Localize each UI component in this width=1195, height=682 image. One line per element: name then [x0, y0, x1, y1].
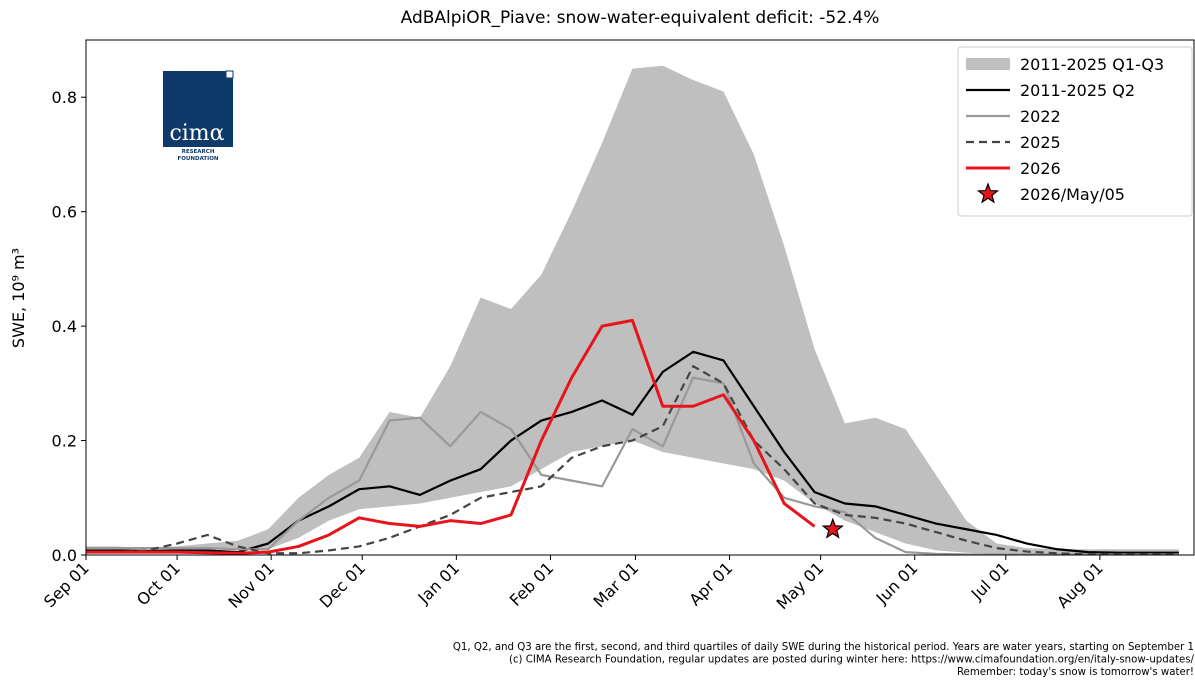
series-line	[86, 318, 816, 555]
footnote: Q1, Q2, and Q3 are the first, second, an…	[453, 642, 1194, 653]
quartile-band	[86, 65, 1179, 555]
y-tick-label: 0.2	[52, 432, 77, 451]
legend-swatch	[976, 182, 1000, 204]
x-tick-label: Oct 01	[133, 558, 184, 609]
x-tick-label: Jun 01	[872, 558, 922, 608]
x-tick-label: Jan 01	[414, 558, 464, 608]
y-axis-label: SWE, 10⁹ m³	[9, 248, 28, 348]
x-tick-label: Mar 01	[589, 558, 642, 611]
footnote: Remember: today's snow is tomorrow's wat…	[957, 667, 1194, 678]
logo-sub: FOUNDATION	[178, 156, 219, 162]
legend: 2011-2025 Q1-Q3 2011-2025 Q2 2022 2025 2026 2…	[957, 46, 1193, 217]
legend-swatch	[966, 58, 1010, 70]
x-tick-label: Jul 01	[967, 558, 1013, 604]
series-line	[86, 376, 1179, 555]
legend-box	[957, 46, 1193, 217]
plot-area	[86, 65, 1179, 555]
x-tick-label: Sep 01	[40, 558, 93, 611]
legend-label: 2026	[1020, 159, 1061, 178]
y-tick-label: 0.0	[52, 546, 77, 565]
x-tick-label: Apr 01	[685, 558, 736, 609]
chart-title: AdBAlpiOR_Piave: snow-water-equivalent d…	[401, 8, 880, 28]
date-marker	[821, 517, 844, 539]
x-tick-label: Aug 01	[1053, 558, 1107, 612]
y-tick-label: 0.4	[52, 317, 77, 336]
logo-text: cimα	[169, 121, 224, 146]
x-tick-label: May 01	[773, 558, 828, 613]
legend-label: 2025	[1020, 133, 1061, 152]
series-line	[86, 350, 1179, 554]
logo-box	[163, 71, 233, 147]
y-tick-label: 0.6	[52, 203, 77, 222]
legend-label: 2011-2025 Q2	[1020, 81, 1135, 100]
legend-label: 2011-2025 Q1-Q3	[1020, 55, 1164, 74]
x-tick-label: Nov 01	[224, 558, 278, 612]
legend-label: 2026/May/05	[1020, 185, 1125, 204]
logo-sub: RESEARCH	[182, 149, 215, 155]
y-tick-label: 0.8	[52, 88, 77, 107]
footnote: (c) CIMA Research Foundation, regular up…	[509, 655, 1195, 666]
x-tick-label: Dec 01	[316, 558, 369, 611]
legend-label: 2022	[1020, 107, 1061, 126]
axes-frame	[85, 39, 1195, 556]
x-tick-label: Feb 01	[506, 558, 557, 609]
logo-corner	[225, 70, 234, 79]
logo: cimα RESEARCH FOUNDATION	[163, 70, 234, 162]
